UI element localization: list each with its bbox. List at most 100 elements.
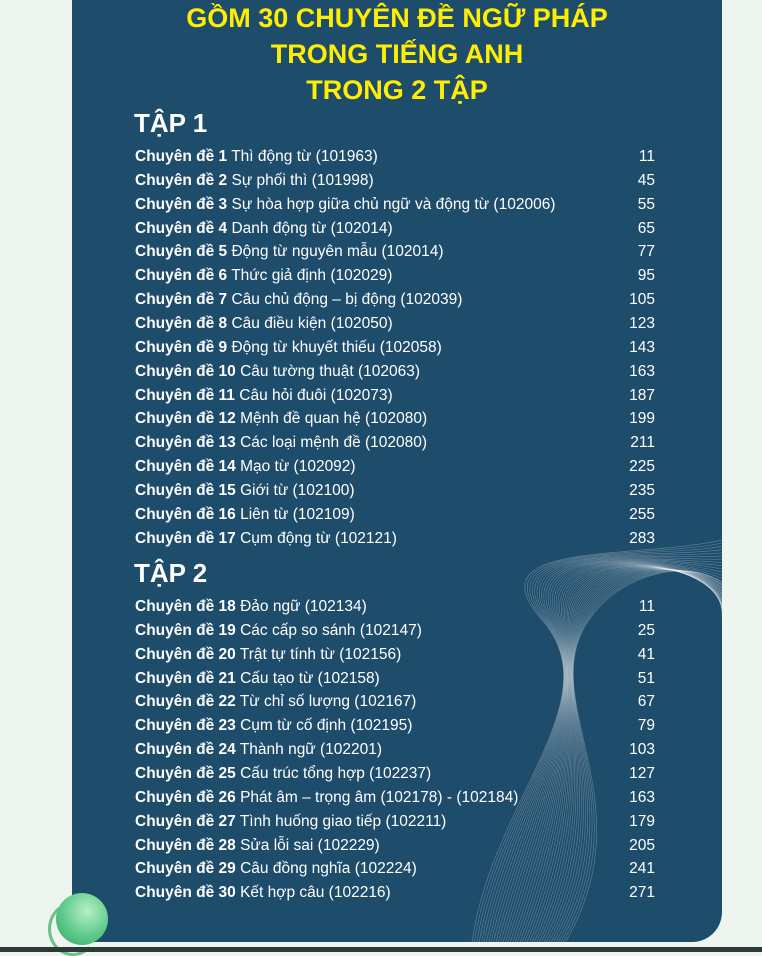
topic-name: Trật tự tính từ (102156) — [239, 645, 402, 663]
toc-row: Chuyên đề 17 Cụm động từ (102121) 283 — [135, 527, 655, 551]
topic-name: Câu tường thuật (102063) — [240, 362, 421, 380]
page-number: 55 — [637, 195, 655, 213]
title-line: GỒM 30 CHUYÊN ĐỀ NGỮ PHÁP — [186, 3, 608, 33]
topic-number: Chuyên đề 6 — [135, 267, 228, 285]
page-number: 241 — [629, 860, 655, 878]
page-number: 255 — [629, 505, 655, 523]
topic-number: Chuyên đề 24 — [135, 741, 236, 759]
topic-name: Động từ khuyết thiếu (102058) — [231, 338, 442, 356]
topic-name: Thì động từ (101963) — [231, 148, 378, 165]
topic-number: Chuyên đề 11 — [135, 386, 235, 404]
toc-row: Chuyên đề 11 Câu hỏi đuôi (102073) 187 — [135, 384, 655, 408]
page-number: 179 — [629, 812, 655, 830]
topic-name: Sự hòa hợp giữa chủ ngữ và động từ (1020… — [231, 195, 556, 213]
page-number: 95 — [637, 267, 655, 285]
topic-name: Mạo từ (102092) — [240, 458, 356, 476]
topic-number: Chuyên đề 22 — [135, 693, 236, 711]
page-number: 123 — [629, 314, 655, 332]
topic-name: Sự phối thì (101998) — [231, 171, 374, 189]
green-ball-decoration — [56, 893, 108, 945]
toc-row: Chuyên đề 23 Cụm từ cố định (102195) 79 — [135, 714, 655, 738]
topic-name: Cấu tạo từ (102158) — [240, 669, 380, 687]
toc-row: Chuyên đề 6 Thức giả định (102029) 95 — [135, 264, 655, 288]
topic-number: Chuyên đề 27 — [135, 812, 236, 830]
topic-name: Các cấp so sánh (102147) — [240, 621, 422, 639]
topic-name: Đảo ngữ (102134) — [240, 598, 367, 615]
topic-name: Giới từ (102100) — [240, 481, 355, 499]
topic-name: Tình huống giao tiếp (102211) — [239, 812, 447, 830]
page-number: 271 — [629, 884, 655, 902]
topic-name: Từ chỉ số lượng (102167) — [239, 693, 417, 711]
toc-row: Chuyên đề 25 Cấu trúc tổng hợp (102237) 1… — [135, 762, 655, 786]
toc-row: Chuyên đề 20 Trật tự tính từ (102156) 41 — [135, 643, 655, 667]
volume-heading: TẬP 2 — [134, 558, 208, 588]
topic-number: Chuyên đề 5 — [135, 243, 228, 261]
topic-number: Chuyên đề 9 — [135, 338, 228, 356]
topic-name: Các loại mệnh đề (102080) — [240, 434, 428, 452]
toc-row: Chuyên đề 29 Câu đồng nghĩa (102224) 241 — [135, 857, 655, 881]
page-number: 143 — [629, 338, 655, 356]
topic-number: Chuyên đề 14 — [135, 458, 236, 476]
toc-row: Chuyên đề 12 Mệnh đề quan hệ (102080) 199 — [135, 407, 655, 431]
page-number: 67 — [637, 693, 655, 711]
topic-number: Chuyên đề 12 — [135, 410, 236, 428]
page-number: 205 — [629, 836, 655, 854]
topic-number: Chuyên đề 26 — [135, 788, 236, 806]
page-number: 65 — [637, 219, 655, 237]
page-title: GỒM 30 CHUYÊN ĐỀ NGỮ PHÁP TRONG TIẾNG AN… — [72, 0, 722, 108]
toc-row: Chuyên đề 16 Liên từ (102109) 255 — [135, 503, 655, 527]
topic-number: Chuyên đề 20 — [135, 645, 236, 663]
page-number: 163 — [629, 362, 655, 380]
topic-name: Thức giả định (102029) — [231, 267, 393, 285]
topic-number: Chuyên đề 2 — [135, 171, 228, 189]
page-number: 77 — [637, 243, 655, 261]
topic-number: Chuyên đề 4 — [135, 219, 228, 237]
page-number: 105 — [629, 291, 655, 309]
toc-row: Chuyên đề 3 Sự hòa hợp giữa chủ ngữ và đ… — [135, 193, 655, 217]
topic-name: Kết hợp câu (102216) — [240, 884, 391, 902]
toc-row: Chuyên đề 15 Giới từ (102100) 235 — [135, 479, 655, 503]
toc-row: Chuyên đề 28 Sửa lỗi sai (102229) 205 — [135, 834, 655, 858]
topic-name: Liên từ (102109) — [240, 505, 355, 523]
page-number: 163 — [629, 788, 655, 806]
topic-number: Chuyên đề 19 — [135, 621, 236, 639]
toc-row: Chuyên đề 13 Các loại mệnh đề (102080) 21… — [135, 431, 655, 455]
page-number: 11 — [638, 148, 655, 165]
volume-heading: TẬP 1 — [134, 108, 208, 138]
page-number: 25 — [637, 621, 655, 639]
toc-row: Chuyên đề 5 Động từ nguyên mẫu (102014) 7… — [135, 240, 655, 264]
page-number: 11 — [638, 598, 655, 615]
topic-number: Chuyên đề 7 — [135, 291, 228, 309]
topic-number: Chuyên đề 23 — [135, 717, 236, 735]
toc-row: Chuyên đề 7 Câu chủ động – bị động (1020… — [135, 288, 655, 312]
topic-name: Danh động từ (102014) — [231, 219, 393, 237]
title-line: TRONG TIẾNG ANH — [270, 39, 524, 69]
toc-row: Chuyên đề 9 Động từ khuyết thiếu (102058… — [135, 336, 655, 360]
toc-row: Chuyên đề 22 Từ chỉ số lượng (102167) 67 — [135, 690, 655, 714]
topic-number: Chuyên đề 28 — [135, 836, 236, 854]
toc-row: Chuyên đề 19 Các cấp so sánh (102147) 25 — [135, 619, 655, 643]
topic-number: Chuyên đề 3 — [135, 195, 228, 213]
topic-number: Chuyên đề 30 — [135, 884, 236, 902]
topic-number: Chuyên đề 21 — [135, 669, 236, 687]
toc-row: Chuyên đề 2 Sự phối thì (101998) 45 — [135, 169, 655, 193]
page-number: 187 — [629, 386, 655, 404]
toc-row: Chuyên đề 8 Câu điều kiện (102050) 123 — [135, 312, 655, 336]
topic-name: Cụm động từ (102121) — [240, 529, 397, 547]
topic-name: Phát âm – trọng âm (102178) - (102184) — [240, 788, 519, 806]
page-number: 283 — [629, 529, 655, 547]
topic-name: Câu điều kiện (102050) — [231, 314, 393, 332]
page-number: 79 — [637, 717, 655, 735]
topic-number: Chuyên đề 25 — [135, 764, 236, 782]
toc-row: Chuyên đề 14 Mạo từ (102092) 225 — [135, 455, 655, 479]
topic-name: Động từ nguyên mẫu (102014) — [231, 243, 444, 261]
toc-row: Chuyên đề 27 Tình huống giao tiếp (10221… — [135, 810, 655, 834]
page-number: 45 — [637, 171, 655, 189]
toc-row: Chuyên đề 26 Phát âm – trọng âm (102178)… — [135, 786, 655, 810]
topic-number: Chuyên đề 10 — [135, 362, 236, 380]
topic-number: Chuyên đề 17 — [135, 529, 236, 547]
topic-name: Cấu trúc tổng hợp (102237) — [240, 764, 432, 782]
topic-number: Chuyên đề 29 — [135, 860, 236, 878]
topic-number: Chuyên đề 15 — [135, 481, 236, 499]
topic-name: Câu hỏi đuôi (102073) — [239, 386, 393, 404]
